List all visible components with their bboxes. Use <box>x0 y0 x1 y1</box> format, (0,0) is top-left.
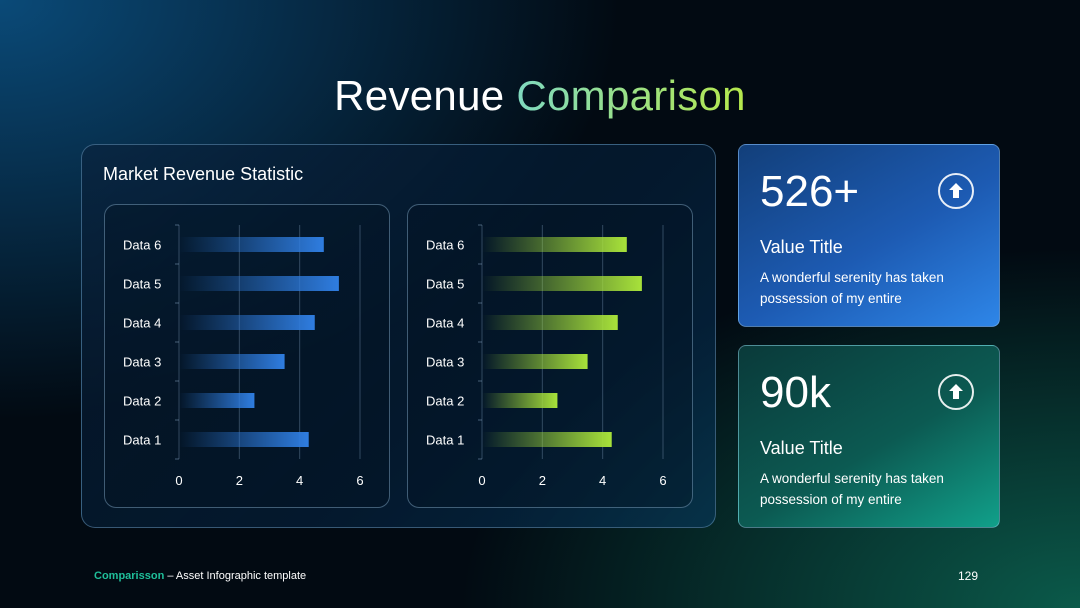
x-tick-label: 4 <box>296 473 303 488</box>
stat-title: Value Title <box>760 237 843 257</box>
x-tick-label: 6 <box>356 473 363 488</box>
bar <box>482 276 642 291</box>
category-label: Data 4 <box>426 316 464 331</box>
title-main: Revenue <box>334 72 505 119</box>
chart-panel: Market Revenue Statistic Data 1 Data 2 Dat… <box>81 144 716 528</box>
category-label: Data 5 <box>123 277 161 292</box>
stat-description: A wonderful serenity has taken possessio… <box>760 270 944 306</box>
chart-right: Data 1 Data 2 Data 3 Data 4 Data 5 Data 6 0 2 4 6 <box>407 204 693 508</box>
x-tick-label: 0 <box>175 473 182 488</box>
category-label: Data 5 <box>426 277 464 292</box>
arrow-up-circle-icon <box>938 173 974 209</box>
bar <box>482 432 612 447</box>
category-label: Data 2 <box>123 394 161 409</box>
bar <box>179 276 339 291</box>
bar-chart-right: Data 1 Data 2 Data 3 Data 4 Data 5 Data 6 0 2 4 6 <box>426 224 667 488</box>
category-label: Data 4 <box>123 316 161 331</box>
category-label: Data 6 <box>123 238 161 253</box>
stat-value: 526+ <box>760 167 860 216</box>
stat-card-1: 526+ Value Title A wonderful serenity ha… <box>738 144 1000 327</box>
footer: Comparisson – Asset Infographic template <box>94 570 306 582</box>
slide-title: Revenue Comparison <box>0 72 1080 120</box>
page-number: 129 <box>958 569 979 583</box>
bar <box>482 315 618 330</box>
stat-description: A wonderful serenity has taken possessio… <box>760 471 944 507</box>
category-label: Data 1 <box>426 433 464 448</box>
stat-card-2: 90k Value Title A wonderful serenity has… <box>738 345 1000 528</box>
bar-chart-left: Data 1 Data 2 Data 3 Data 4 Data 5 Data 6 0 2 4 6 <box>123 224 364 488</box>
bar <box>179 315 315 330</box>
stat-value: 90k <box>760 368 831 417</box>
bar <box>482 393 558 408</box>
chart-left: Data 1 Data 2 Data 3 Data 4 Data 5 Data 6 0 2 4 6 <box>104 204 390 508</box>
x-tick-label: 2 <box>539 473 546 488</box>
stat-title: Value Title <box>760 438 843 458</box>
bar <box>179 393 255 408</box>
arrow-up-circle-icon <box>938 374 974 410</box>
category-label: Data 6 <box>426 238 464 253</box>
x-tick-label: 6 <box>659 473 666 488</box>
panel-title: Market Revenue Statistic <box>103 164 304 184</box>
x-tick-label: 4 <box>599 473 606 488</box>
category-label: Data 3 <box>426 355 464 370</box>
bar <box>179 354 285 369</box>
x-tick-label: 2 <box>236 473 243 488</box>
bar <box>179 432 309 447</box>
category-label: Data 2 <box>426 394 464 409</box>
bar <box>482 237 627 252</box>
bar <box>482 354 588 369</box>
bar <box>179 237 324 252</box>
x-tick-label: 0 <box>478 473 485 488</box>
category-label: Data 1 <box>123 433 161 448</box>
footer-text: – Asset Infographic template <box>164 570 307 582</box>
category-label: Data 3 <box>123 355 161 370</box>
footer-brand: Comparisson <box>94 570 165 582</box>
title-accent: Comparison <box>516 72 746 119</box>
